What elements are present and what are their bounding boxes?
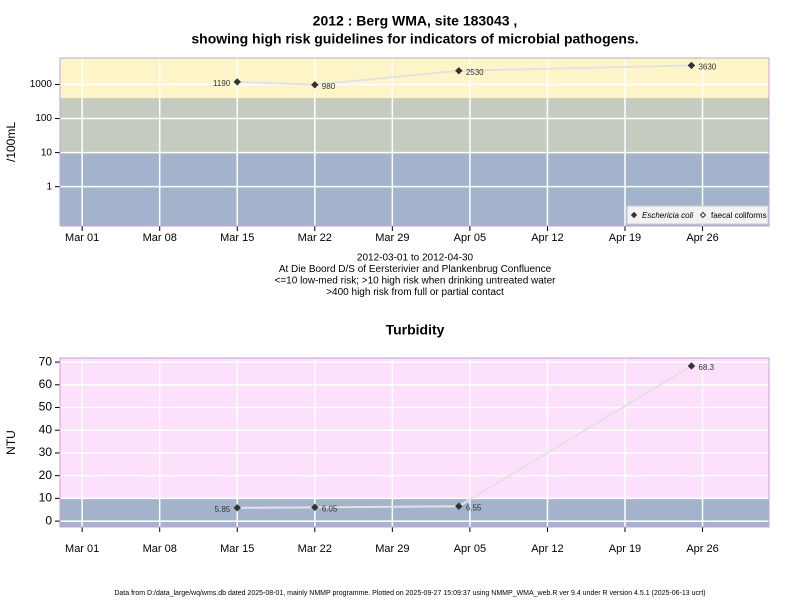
- series-line: [237, 64, 692, 86]
- risk-band: [60, 58, 769, 99]
- x-tick-label: Mar 15: [220, 232, 254, 244]
- y-tick-label: 1000: [30, 79, 53, 90]
- x-tick-label: Mar 22: [298, 543, 332, 555]
- y-tick-label: 20: [39, 468, 53, 482]
- x-tick-label: Apr 12: [531, 543, 563, 555]
- x-tick-label: Mar 22: [298, 232, 332, 244]
- annotation: >400 high risk from full or partial cont…: [326, 287, 504, 298]
- y-tick-label: 60: [39, 377, 53, 391]
- x-tick-label: Apr 26: [686, 543, 718, 555]
- annotation: <=10 low-med risk; >10 high risk when dr…: [275, 276, 557, 287]
- y-axis-label: NTU: [4, 430, 18, 455]
- risk-band: [60, 358, 769, 499]
- x-tick-label: Mar 01: [65, 232, 99, 244]
- data-label: 1190: [213, 79, 231, 88]
- annotation: 2012-03-01 to 2012-04-30: [357, 253, 474, 264]
- x-tick-label: Mar 15: [220, 543, 254, 555]
- y-tick-label: 70: [39, 354, 53, 368]
- data-label: 68.3: [698, 363, 714, 372]
- data-point: [233, 504, 241, 512]
- data-point: [311, 81, 319, 89]
- y-tick-label: 50: [39, 400, 53, 414]
- data-point: [311, 503, 319, 512]
- data-point: [687, 61, 696, 70]
- plot-frame: [59, 57, 770, 227]
- chart-title: showing high risk guidelines for indicat…: [191, 31, 638, 47]
- data-label: 5.85: [215, 505, 231, 514]
- data-point: [233, 78, 241, 86]
- y-tick-label: 30: [39, 445, 53, 459]
- annotation: At Die Boord D/S of Eersterivier and Pla…: [279, 264, 552, 275]
- data-label: 2530: [466, 68, 484, 77]
- data-point: [455, 67, 463, 75]
- data-label: 6.55: [466, 503, 482, 512]
- x-tick-label: Apr 19: [609, 543, 641, 555]
- y-tick-label: 0: [45, 513, 52, 527]
- x-tick-label: Apr 05: [454, 543, 486, 555]
- footer: Data from D:/data_large/wq/wms.db dated …: [114, 590, 705, 597]
- x-tick-label: Apr 12: [531, 232, 563, 244]
- x-tick-label: Mar 29: [375, 543, 409, 555]
- y-tick-label: 10: [41, 147, 53, 158]
- y-tick-label: 40: [39, 422, 53, 436]
- x-tick-label: Mar 29: [375, 232, 409, 244]
- x-tick-label: Mar 08: [143, 543, 177, 555]
- x-tick-label: Apr 05: [454, 232, 486, 244]
- data-label: 980: [322, 82, 336, 91]
- y-tick-label: 1: [46, 181, 52, 192]
- x-tick-label: Apr 26: [686, 232, 718, 244]
- chart-title: 2012 : Berg WMA, site 183043 ,: [313, 13, 518, 29]
- data-label: 3630: [698, 63, 716, 72]
- legend: Eschericia coli faecal coliforms: [626, 205, 769, 225]
- data-point: [687, 362, 696, 370]
- legend-marker: [699, 211, 707, 219]
- x-tick-label: Mar 01: [65, 543, 99, 555]
- legend-label: faecal coliforms: [711, 211, 767, 220]
- chart-title: Turbidity: [386, 322, 445, 338]
- data-point: [455, 502, 463, 510]
- legend-box: [626, 205, 769, 225]
- plot-frame: [59, 357, 770, 528]
- y-axis-label: /100mL: [4, 122, 18, 162]
- x-tick-label: Apr 19: [609, 232, 641, 244]
- series-line: [237, 365, 692, 509]
- y-tick-label: 10: [39, 491, 53, 505]
- legend-marker: [630, 211, 638, 219]
- legend-label: Eschericia coli: [642, 211, 693, 220]
- x-tick-label: Mar 08: [143, 232, 177, 244]
- risk-band: [60, 98, 769, 153]
- data-label: 6.05: [322, 504, 338, 513]
- risk-band: [60, 498, 769, 527]
- y-tick-label: 100: [35, 113, 52, 124]
